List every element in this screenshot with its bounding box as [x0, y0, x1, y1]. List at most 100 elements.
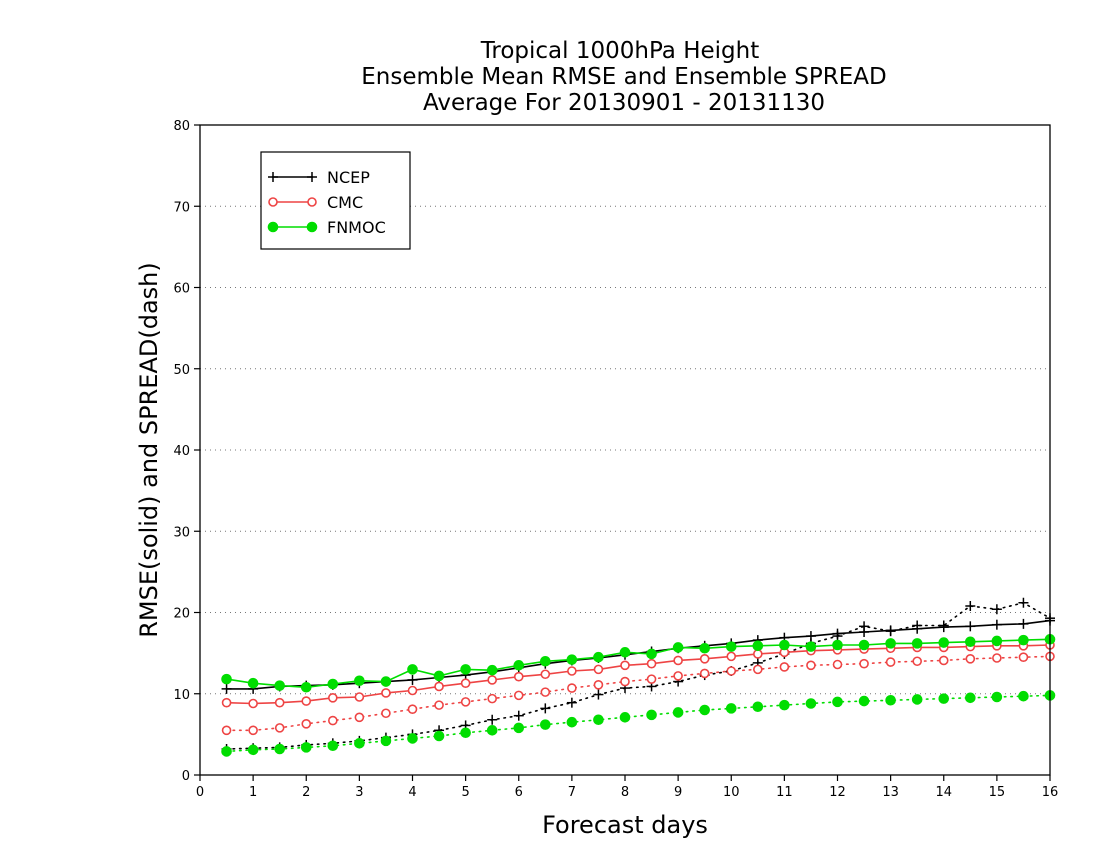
fnmoc-spread-point [911, 694, 923, 705]
legend-fnmoc-marker-right [306, 221, 318, 233]
fnmoc-spread-line [225, 694, 1051, 753]
fnmoc-spread-point [646, 709, 657, 721]
cmc-rmse-point [434, 681, 444, 692]
fnmoc-rmse-point [699, 642, 710, 654]
ncep-spread-point [540, 703, 551, 714]
cmc-spread-point [487, 693, 497, 704]
y-axis-label: RMSE(solid) and SPREAD(dash) [135, 262, 163, 638]
fnmoc-rmse-point [221, 673, 232, 685]
cmc-rmse-point [460, 678, 471, 688]
fnmoc-rmse-point [911, 638, 923, 649]
x-tick-label: 12 [829, 785, 846, 800]
cmc-rmse-point [328, 693, 338, 703]
cmc-spread-point [779, 662, 790, 672]
cmc-spread-point [328, 715, 338, 726]
x-tick-label: 15 [989, 785, 1006, 800]
cmc-spread-point [248, 725, 258, 736]
fnmoc-rmse-point [407, 664, 418, 675]
cmc-spread-point [301, 719, 312, 729]
fnmoc-rmse-point [938, 637, 950, 648]
legend-cmc-marker-right [307, 197, 317, 207]
x-tick-label: 14 [935, 785, 952, 800]
cmc-spread-point [992, 653, 1002, 663]
x-tick-label: 5 [461, 785, 469, 800]
y-tick-label: 80 [173, 119, 190, 134]
fnmoc-rmse-point [646, 648, 657, 660]
cmc-rmse-point [673, 655, 683, 666]
y-tick-label: 40 [173, 444, 190, 459]
legend-fnmoc-label: FNMOC [327, 218, 386, 237]
fnmoc-spread-point [327, 740, 339, 752]
fnmoc-rmse-point [672, 642, 684, 653]
ncep-rmse-line [226, 619, 1051, 690]
fnmoc-spread-point [247, 744, 259, 756]
fnmoc-spread-point [805, 698, 817, 709]
fnmoc-spread-point [300, 742, 312, 753]
cmc-rmse-point [513, 671, 524, 682]
fnmoc-rmse-point [433, 670, 445, 682]
x-tick-label: 6 [515, 785, 523, 800]
fnmoc-rmse-line [226, 638, 1051, 689]
cmc-rmse-point [567, 666, 577, 676]
legend-ncep-marker-left [268, 172, 278, 182]
cmc-spread-point [859, 658, 869, 669]
fnmoc-rmse-point [965, 636, 976, 648]
cmc-rmse-point [274, 697, 285, 708]
cmc-spread-point [726, 666, 737, 676]
cmc-spread-point [646, 674, 657, 684]
ncep-spread-point [1018, 597, 1029, 608]
ncep-spread-point [912, 620, 923, 631]
cmc-spread-point [912, 656, 922, 667]
y-tick-label: 10 [173, 688, 190, 703]
x-axis-label: Forecast days [542, 811, 708, 839]
cmc-rmse-point [726, 651, 737, 662]
grid-lines [200, 205, 1050, 695]
fnmoc-rmse-point [752, 640, 764, 652]
fnmoc-rmse-point [247, 677, 259, 689]
x-tick-label: 1 [249, 785, 257, 800]
fnmoc-spread-point [540, 719, 551, 730]
x-tick-label: 4 [408, 785, 416, 800]
cmc-spread-point [1018, 652, 1029, 662]
x-tick-label: 8 [621, 785, 629, 800]
fnmoc-spread-point [858, 695, 870, 707]
cmc-rmse-point [593, 664, 604, 675]
fnmoc-spread-point [885, 694, 896, 706]
y-tick-label: 30 [173, 525, 190, 540]
cmc-rmse-point [301, 696, 312, 706]
ncep-spread-point [487, 714, 498, 725]
y-tick-label: 0 [182, 769, 190, 784]
ncep-spread-point [885, 626, 896, 637]
fnmoc-rmse-point [354, 675, 365, 687]
fnmoc-spread-point [619, 712, 631, 723]
fnmoc-rmse-point [593, 651, 604, 663]
ncep-spread-point [566, 697, 577, 708]
x-tick-label: 16 [1042, 785, 1059, 800]
ncep-spread-line [225, 601, 1051, 750]
fnmoc-spread-point [486, 725, 498, 736]
cmc-spread-point [567, 683, 577, 693]
cmc-rmse-point [540, 669, 551, 680]
fnmoc-rmse-point [1018, 634, 1029, 646]
cmc-spread-point [540, 687, 551, 697]
fnmoc-rmse-point [460, 664, 471, 675]
fnmoc-rmse-point [619, 647, 631, 658]
fnmoc-rmse-point [858, 639, 870, 651]
y-tick-label: 60 [173, 282, 190, 297]
legend-ncep-label: NCEP [327, 168, 370, 187]
x-tick-label: 3 [355, 785, 363, 800]
fnmoc-spread-point [513, 722, 525, 734]
cmc-rmse-point [753, 649, 763, 659]
ncep-rmse-point [407, 674, 418, 685]
fnmoc-rmse-point [300, 681, 312, 693]
x-tick-label: 2 [302, 785, 310, 800]
fnmoc-spread-point [1018, 690, 1029, 702]
legend-cmc-label: CMC [327, 193, 363, 212]
y-tick-label: 70 [173, 200, 190, 215]
fnmoc-spread-point [380, 735, 392, 747]
cmc-spread-point [938, 655, 949, 666]
fnmoc-rmse-point [274, 680, 285, 691]
fnmoc-spread-point [672, 707, 684, 718]
